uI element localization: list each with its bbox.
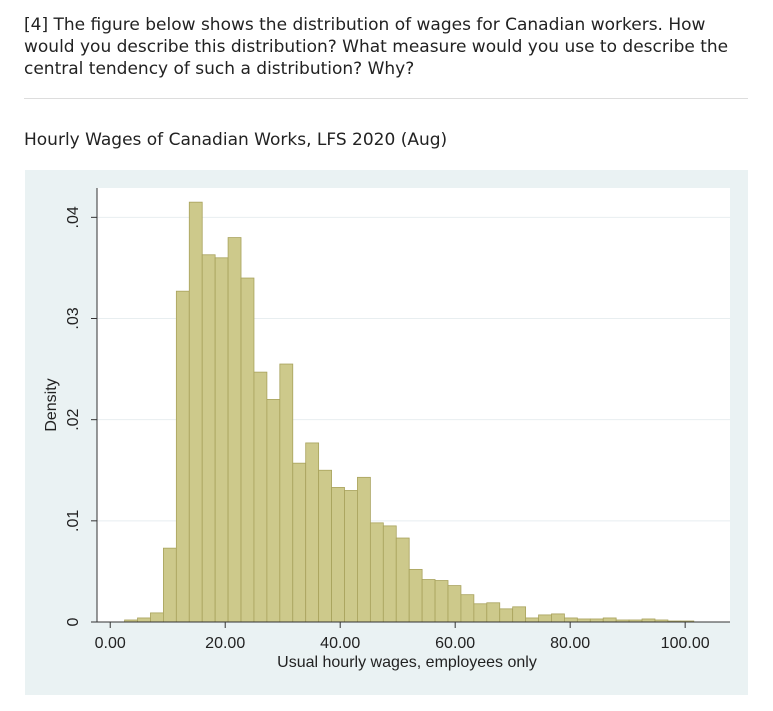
- bar: [382, 525, 397, 623]
- bar: [499, 608, 514, 623]
- figure-heading: Hourly Wages of Canadian Works, LFS 2020…: [24, 130, 448, 150]
- bar: [551, 613, 565, 623]
- question: [4] The figure below shows the distribut…: [24, 15, 729, 79]
- x-tick-label: 0.00: [95, 635, 126, 652]
- bar: [214, 257, 229, 623]
- bar: [266, 399, 281, 623]
- bar: [227, 237, 242, 623]
- bar: [331, 487, 345, 623]
- bar: [279, 363, 294, 623]
- y-axis-title: Density: [43, 378, 60, 431]
- bar: [538, 614, 552, 623]
- bar: [357, 476, 371, 623]
- bar: [408, 568, 423, 623]
- y-tick-label: .04: [65, 206, 82, 228]
- bar: [460, 594, 475, 623]
- bar: [473, 603, 488, 623]
- x-tick-label: 20.00: [205, 635, 245, 652]
- bar: [434, 580, 449, 623]
- bar: [188, 201, 203, 623]
- bar: [292, 462, 307, 623]
- bar: [395, 537, 410, 623]
- separator: [24, 98, 748, 99]
- bar: [369, 522, 384, 623]
- bar: [253, 371, 268, 623]
- bar: [201, 254, 216, 623]
- bar: [240, 277, 255, 623]
- bar: [486, 602, 501, 623]
- x-tick-label: 60.00: [435, 635, 475, 652]
- bar: [447, 585, 462, 623]
- x-axis-title: Usual hourly wages, employees only: [277, 654, 537, 671]
- x-tick-label: 100.00: [661, 635, 710, 652]
- y-tick-label: .02: [65, 408, 82, 430]
- bar: [318, 469, 332, 623]
- bar: [421, 579, 436, 623]
- bar: [564, 617, 578, 623]
- x-tick-label: 40.00: [320, 635, 360, 652]
- bar: [602, 617, 617, 623]
- bar: [150, 612, 164, 623]
- bar: [175, 290, 190, 623]
- bar: [163, 547, 177, 623]
- bar: [137, 617, 151, 623]
- bar: [525, 617, 539, 623]
- y-tick-label: .03: [65, 307, 82, 329]
- bar: [344, 490, 358, 623]
- bar: [512, 606, 527, 623]
- x-tick-label: 80.00: [550, 635, 590, 652]
- y-tick-label: .01: [65, 510, 82, 532]
- bar: [305, 442, 320, 623]
- y-tick-label: 0: [65, 617, 82, 626]
